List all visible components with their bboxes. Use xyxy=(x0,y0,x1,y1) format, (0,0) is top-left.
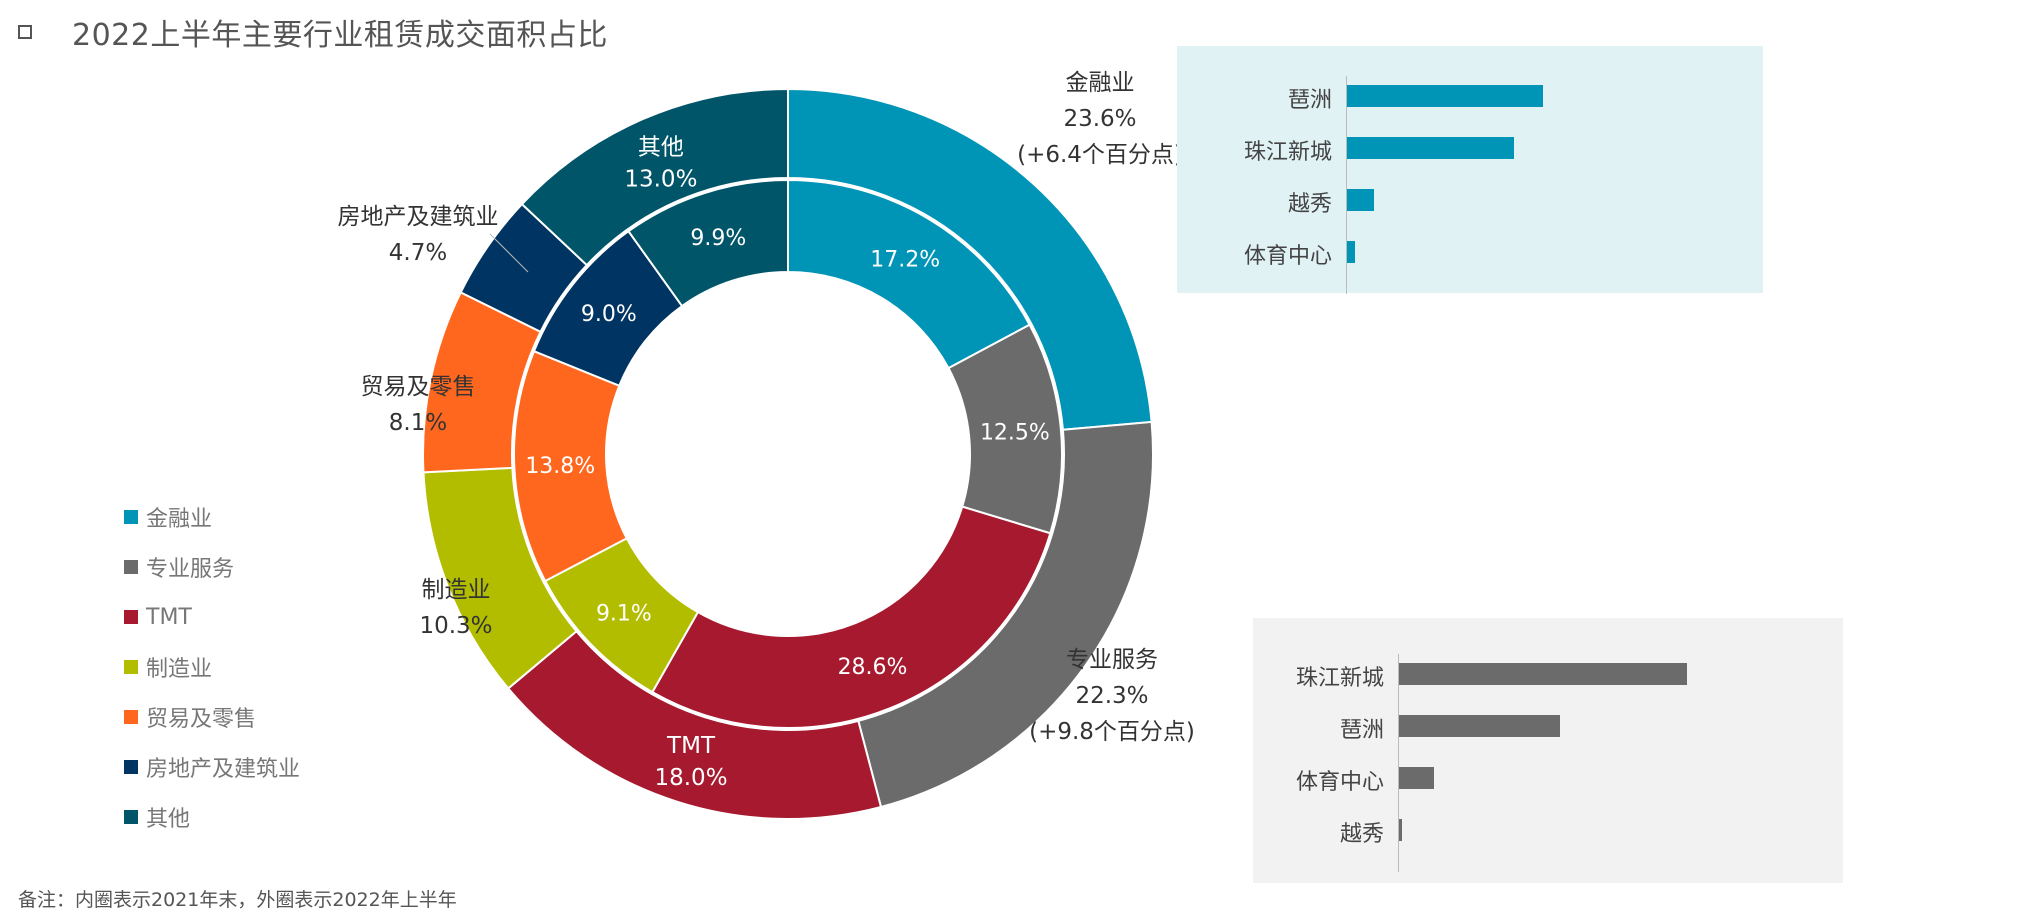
outer-category-label-trade-retail: 贸易及零售 xyxy=(361,374,476,400)
bar-mark xyxy=(1399,819,1402,841)
outer-value-label-tmt: 18.0% xyxy=(654,765,727,791)
legend-item-manufacturing: 制造业 xyxy=(124,642,300,692)
legend-item-finance: 金融业 xyxy=(124,492,300,542)
bar-mark xyxy=(1399,663,1687,685)
legend-label-tmt: TMT xyxy=(146,604,192,630)
bar-mark xyxy=(1347,241,1355,263)
bar-category-label: 越秀 xyxy=(1339,822,1384,847)
legend-swatch-trade-retail xyxy=(124,710,138,724)
bar-category-label: 越秀 xyxy=(1287,192,1332,217)
title-square-icon xyxy=(18,25,32,39)
bar-axis-line xyxy=(1398,654,1399,872)
chart-legend: 金融业专业服务 TMT 制造业贸易及零售房地产及建筑业 其他 xyxy=(124,492,300,842)
legend-swatch-real-estate xyxy=(124,760,138,774)
outer-value-label-professional-services: 22.3% xyxy=(1075,683,1148,709)
bar-category-label: 琶洲 xyxy=(1339,718,1384,743)
outer-category-label-other: 其他 xyxy=(638,134,684,160)
bar-category-label: 琶洲 xyxy=(1287,88,1332,113)
bar-category-label: 体育中心 xyxy=(1243,244,1332,269)
bar-category-label: 珠江新城 xyxy=(1295,666,1384,691)
legend-label-manufacturing: 制造业 xyxy=(146,657,213,682)
bar-mark xyxy=(1347,189,1375,211)
title-block: 2022上半年主要行业租赁成交面积占比 xyxy=(18,10,608,54)
bar-mark xyxy=(1399,715,1561,737)
real-estate-leader-line xyxy=(489,233,529,273)
legend-swatch-professional-services xyxy=(124,560,138,574)
inner-ring-label-manufacturing: 9.1% xyxy=(596,601,652,626)
outer-value-label-real-estate: 4.7% xyxy=(389,240,447,266)
outer-ring-slice-professional-services xyxy=(857,420,1154,809)
chart-title: 2022上半年主要行业租赁成交面积占比 xyxy=(72,18,608,53)
finance-district-bar-panel: 琶洲珠江新城越秀体育中心 xyxy=(1177,46,1763,294)
inner-ring-label-tmt: 28.6% xyxy=(838,655,908,680)
outer-category-label-finance: 金融业 xyxy=(1066,70,1135,96)
outer-annotation-professional-services: (+9.8个百分点) xyxy=(1029,719,1195,745)
inner-ring-slice-other xyxy=(627,178,789,308)
legend-item-real-estate: 房地产及建筑业 xyxy=(124,742,300,792)
bar-mark xyxy=(1347,137,1514,159)
bar-axis-line xyxy=(1346,76,1347,294)
outer-category-label-tmt: TMT xyxy=(666,733,716,759)
bar-mark xyxy=(1347,85,1543,107)
legend-item-tmt: TMT xyxy=(124,592,300,642)
legend-item-trade-retail: 贸易及零售 xyxy=(124,692,300,742)
professional-district-bar-panel: 珠江新城琶洲体育中心越秀 xyxy=(1253,618,1843,883)
inner-ring-label-trade-retail: 13.8% xyxy=(525,454,595,479)
inner-ring-label-finance: 17.2% xyxy=(870,247,940,272)
legend-label-professional-services: 专业服务 xyxy=(146,557,235,582)
inner-ring-slice-tmt xyxy=(651,505,1052,729)
legend-label-other: 其他 xyxy=(146,807,191,832)
bar-category-label: 珠江新城 xyxy=(1243,140,1332,165)
inner-ring-label-professional-services: 12.5% xyxy=(980,420,1050,445)
outer-annotation-finance: (+6.4个百分点) xyxy=(1017,142,1183,168)
legend-label-finance: 金融业 xyxy=(146,507,213,532)
outer-value-label-finance: 23.6% xyxy=(1063,106,1136,132)
footnote: 备注：内圈表示2021年末，外圈表示2022年上半年 xyxy=(18,889,457,911)
bar-mark xyxy=(1399,767,1434,789)
legend-item-professional-services: 专业服务 xyxy=(124,542,300,592)
bar-category-label: 体育中心 xyxy=(1295,770,1384,795)
legend-swatch-manufacturing xyxy=(124,660,138,674)
outer-category-label-professional-services: 专业服务 xyxy=(1066,647,1158,673)
legend-swatch-other xyxy=(124,810,138,824)
legend-swatch-finance xyxy=(124,510,138,524)
outer-category-label-real-estate: 房地产及建筑业 xyxy=(338,204,499,230)
outer-value-label-manufacturing: 10.3% xyxy=(419,613,492,639)
outer-value-label-trade-retail: 8.1% xyxy=(389,410,447,436)
inner-ring-label-other: 9.9% xyxy=(690,226,746,251)
inner-ring-label-real-estate: 9.0% xyxy=(581,302,637,327)
outer-category-label-manufacturing: 制造业 xyxy=(422,577,491,603)
outer-value-label-other: 13.0% xyxy=(624,166,697,192)
legend-swatch-tmt xyxy=(124,610,138,624)
legend-label-real-estate: 房地产及建筑业 xyxy=(146,757,301,782)
legend-label-trade-retail: 贸易及零售 xyxy=(146,707,257,732)
legend-item-other: 其他 xyxy=(124,792,300,842)
outer-ring-slice-other xyxy=(520,87,789,267)
